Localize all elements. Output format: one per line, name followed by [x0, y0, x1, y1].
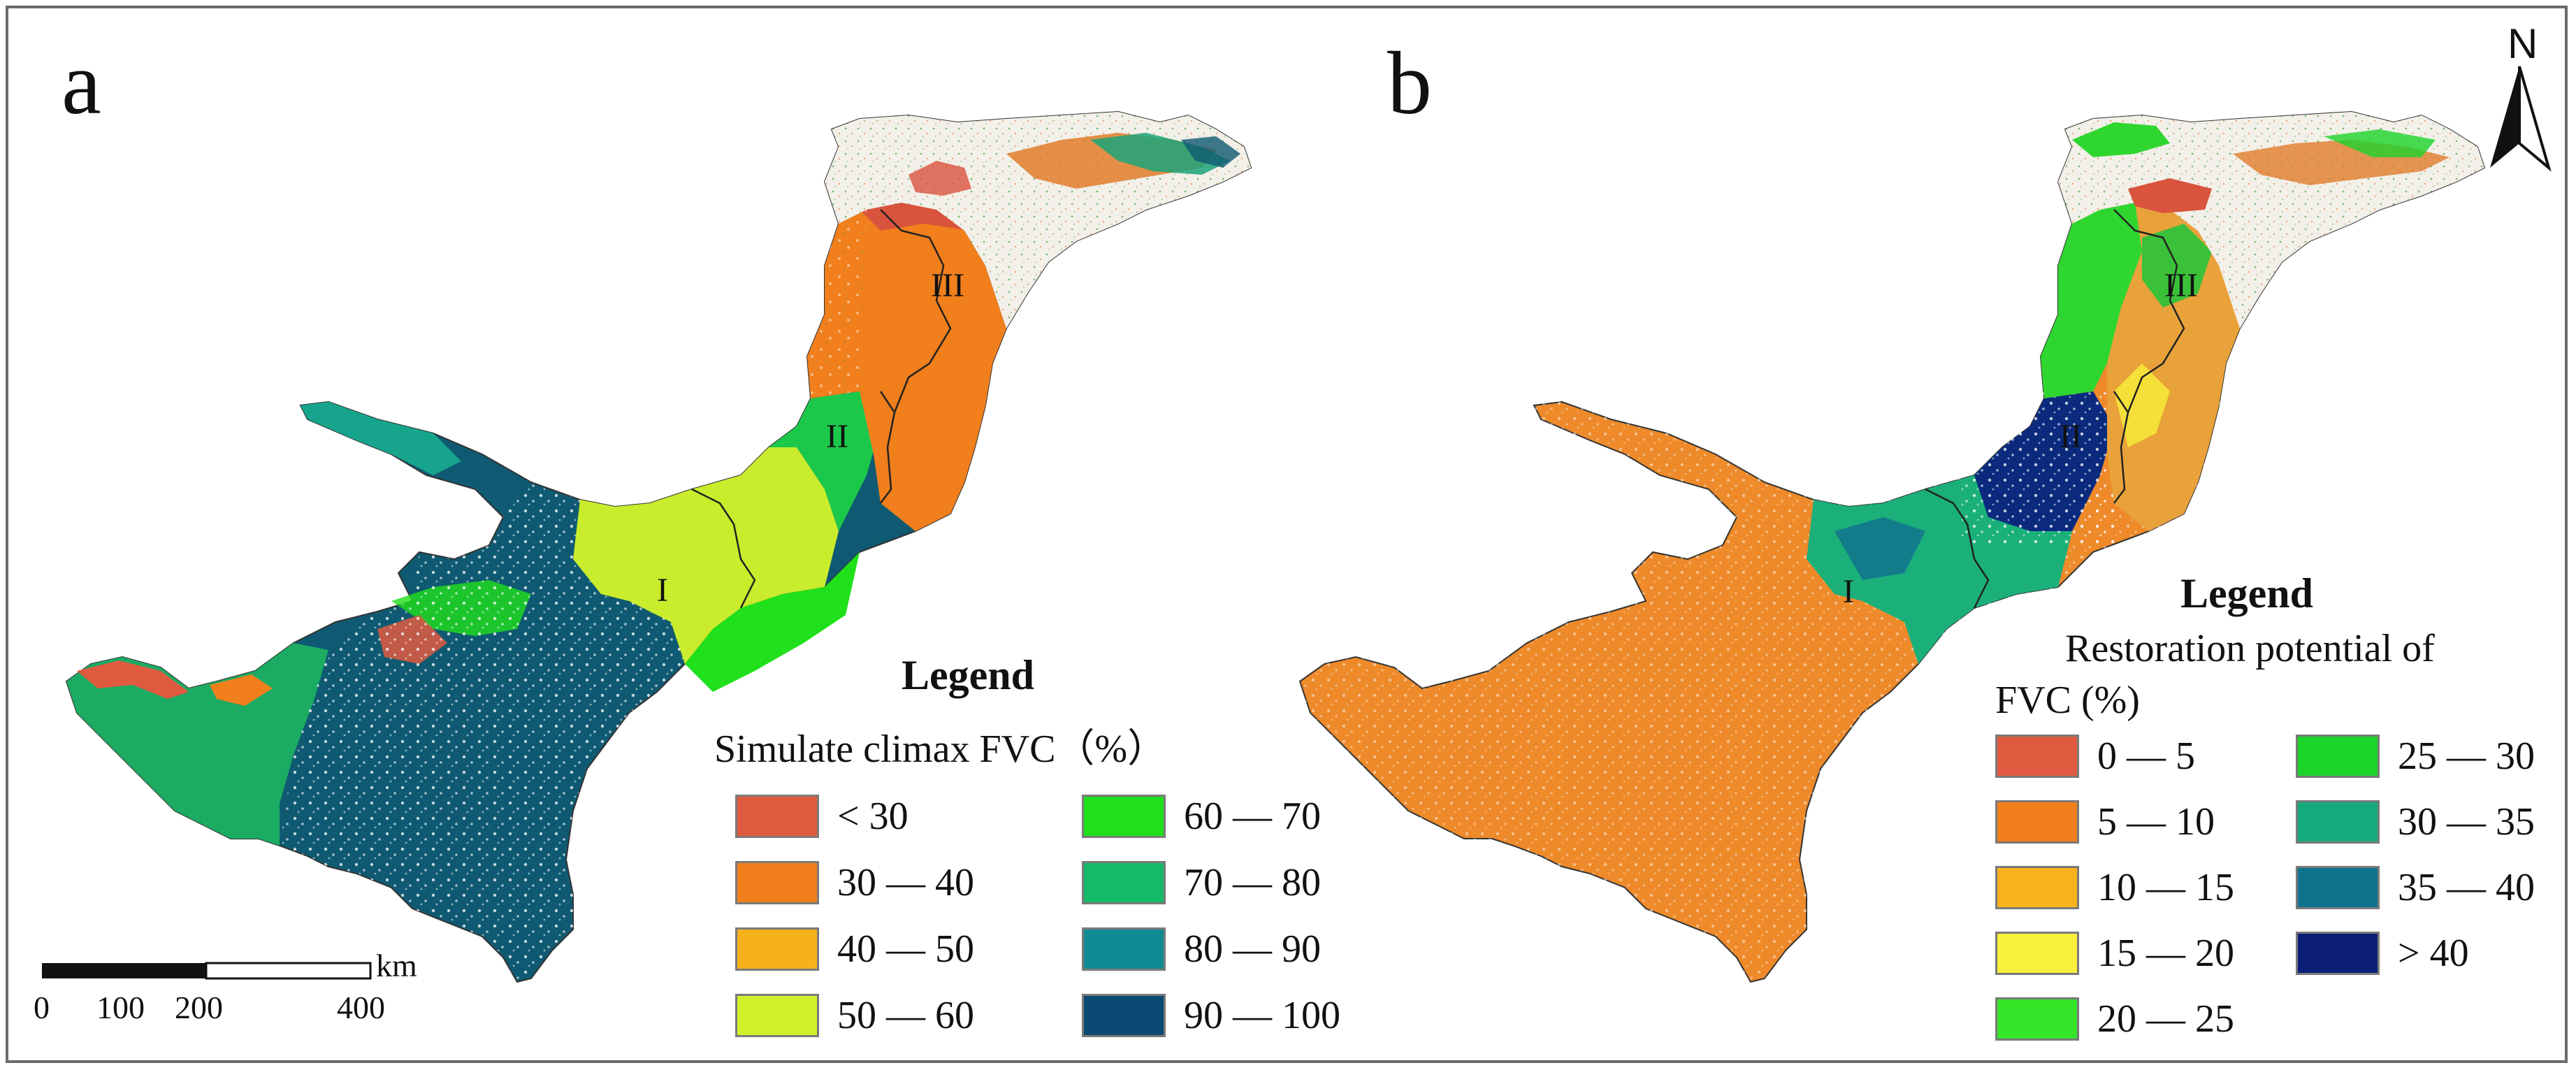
legend-a-label: 70 — 80: [1184, 861, 1321, 904]
region-label-b-II: II: [2060, 418, 2082, 455]
legend-b-item: 35 — 40: [2296, 865, 2535, 910]
legend-a-item: 30 — 40: [735, 860, 974, 905]
map-a: I II III: [65, 110, 1252, 983]
legend-b-item: 5 — 10: [1995, 800, 2215, 844]
legend-a-item: 80 — 90: [1082, 927, 1321, 971]
legend-b-label: 0 — 5: [2097, 735, 2195, 778]
legend-b-item: > 40: [2296, 931, 2469, 976]
legend-a-label: 60 — 70: [1184, 795, 1321, 838]
legend-b-swatch: [1995, 800, 2079, 844]
legend-a-swatch: [735, 861, 819, 904]
legend-b-label: 25 — 30: [2398, 735, 2535, 778]
legend-b-label: 20 — 25: [2097, 997, 2234, 1041]
legend-a-swatch: [1082, 994, 1166, 1037]
scale-unit: km: [376, 948, 417, 983]
legend-b-item: 20 — 25: [1995, 997, 2234, 1041]
scale-bar: [42, 957, 377, 989]
legend-b-item: 25 — 30: [2296, 734, 2535, 779]
panel-label-b: b: [1387, 34, 1432, 133]
north-label: N: [2508, 20, 2538, 67]
legend-a-item: 70 — 80: [1082, 860, 1321, 905]
legend-a-swatch: [1082, 795, 1166, 838]
legend-a-title: Legend: [902, 652, 1035, 698]
legend-a-label: 50 — 60: [837, 994, 974, 1037]
legend-b-subtitle-line1: Restoration potential of: [2065, 627, 2435, 670]
legend-b-swatch: [1995, 932, 2079, 975]
legend-b-item: 30 — 35: [2296, 800, 2535, 844]
legend-b-swatch: [2296, 866, 2380, 909]
legend-a-item: 90 — 100: [1082, 993, 1340, 1038]
legend-a-swatch: [1082, 927, 1166, 971]
legend-b-item: 0 — 5: [1995, 734, 2195, 779]
legend-b-swatch: [2296, 735, 2380, 778]
north-arrow-icon: [2490, 66, 2552, 172]
legend-a-swatch: [735, 795, 819, 838]
legend-b-label: 30 — 35: [2398, 800, 2535, 844]
scale-tick-0: 0: [34, 990, 50, 1025]
legend-a-swatch: [735, 994, 819, 1037]
scale-tick-100: 100: [96, 990, 145, 1025]
legend-a-subtitle: Simulate climax FVC（%）: [714, 728, 1167, 771]
legend-a-swatch: [735, 927, 819, 971]
region-label-a-III: III: [931, 267, 964, 304]
region-label-a-II: II: [826, 418, 848, 455]
legend-b-item: 10 — 15: [1995, 865, 2234, 910]
legend-b-label: 10 — 15: [2097, 866, 2234, 909]
legend-a-label: 80 — 90: [1184, 927, 1321, 971]
legend-b-label: > 40: [2398, 932, 2469, 975]
legend-b-title: Legend: [2180, 570, 2314, 616]
legend-b-subtitle-line2: FVC (%): [1995, 679, 2140, 722]
legend-b-swatch: [2296, 800, 2380, 844]
map-b: I II III: [1298, 110, 2486, 992]
legend-a-item: 60 — 70: [1082, 794, 1321, 839]
region-label-a-I: I: [657, 572, 668, 609]
legend-b-label: 35 — 40: [2398, 866, 2535, 909]
legend-a-label: < 30: [837, 795, 909, 838]
scale-tick-400: 400: [337, 990, 385, 1025]
legend-b-swatch: [1995, 866, 2079, 909]
legend-a-item: 50 — 60: [735, 993, 974, 1038]
legend-a-item: 40 — 50: [735, 927, 974, 971]
legend-b-label: 5 — 10: [2097, 800, 2215, 844]
legend-b-swatch: [2296, 932, 2380, 975]
legend-a-label: 40 — 50: [837, 927, 974, 971]
region-label-b-III: III: [2164, 267, 2198, 304]
region-label-b-I: I: [1843, 573, 1854, 610]
panel-label-a: a: [61, 34, 101, 133]
scale-tick-200: 200: [175, 990, 223, 1025]
legend-a-label: 90 — 100: [1184, 994, 1340, 1037]
legend-b-swatch: [1995, 997, 2079, 1041]
legend-b-label: 15 — 20: [2097, 932, 2234, 975]
legend-a-swatch: [1082, 861, 1166, 904]
legend-a-label: 30 — 40: [837, 861, 974, 904]
legend-a-item: < 30: [735, 794, 909, 839]
legend-b-swatch: [1995, 735, 2079, 778]
legend-b-item: 15 — 20: [1995, 931, 2234, 976]
